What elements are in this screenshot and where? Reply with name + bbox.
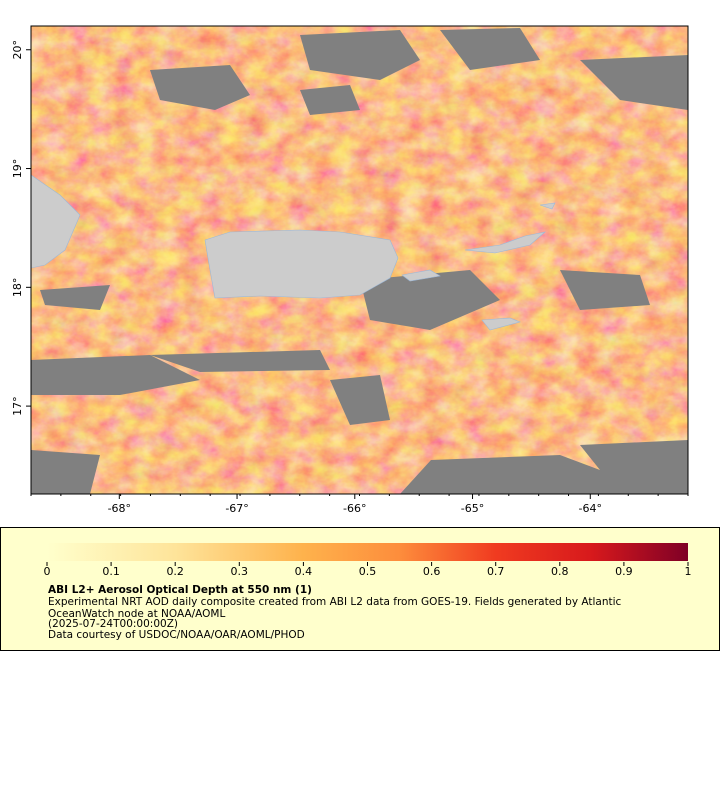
colorbar-tick-label: 1 (685, 565, 692, 578)
x-tick-label: -67° (225, 502, 248, 515)
colorbar-tick-label: 0.7 (487, 565, 505, 578)
legend-line: Experimental NRT AOD daily composite cre… (48, 596, 622, 608)
colorbar-tick-label: 0.4 (295, 565, 313, 578)
colorbar-tick-label: 0.9 (615, 565, 633, 578)
x-tick-label: -66° (343, 502, 366, 515)
x-tick-label: -64° (579, 502, 602, 515)
x-tick-label: -68° (108, 502, 131, 515)
x-tick-label: -65° (461, 502, 484, 515)
map-raster (31, 26, 688, 494)
y-tick-label: 19° (11, 159, 24, 179)
y-tick-label: 18° (11, 278, 24, 298)
colorbar-tick-label: 0.1 (102, 565, 120, 578)
cloud-mask (31, 28, 688, 494)
legend-line: (2025-07-24T00:00:00Z) (48, 618, 178, 630)
y-tick-label: 20° (11, 40, 24, 60)
legend-line: Data courtesy of USDOC/NOAA/OAR/AOML/PHO… (48, 629, 305, 641)
colorbar-tick-label: 0 (44, 565, 51, 578)
colorbar-tick-label: 0.8 (551, 565, 569, 578)
legend-title: ABI L2+ Aerosol Optical Depth at 550 nm … (48, 584, 312, 596)
colorbar-tick-label: 0.6 (423, 565, 441, 578)
y-tick-label: 17° (11, 396, 24, 416)
colorbar-tick-label: 0.3 (231, 565, 249, 578)
colorbar-tick-label: 0.5 (359, 565, 377, 578)
land (31, 174, 556, 331)
colorbar-tick-label: 0.2 (166, 565, 184, 578)
legend: ABI L2+ Aerosol Optical Depth at 550 nm … (0, 527, 720, 651)
colorbar (47, 543, 688, 561)
legend-line: OceanWatch node at NOAA/AOML (48, 608, 225, 620)
